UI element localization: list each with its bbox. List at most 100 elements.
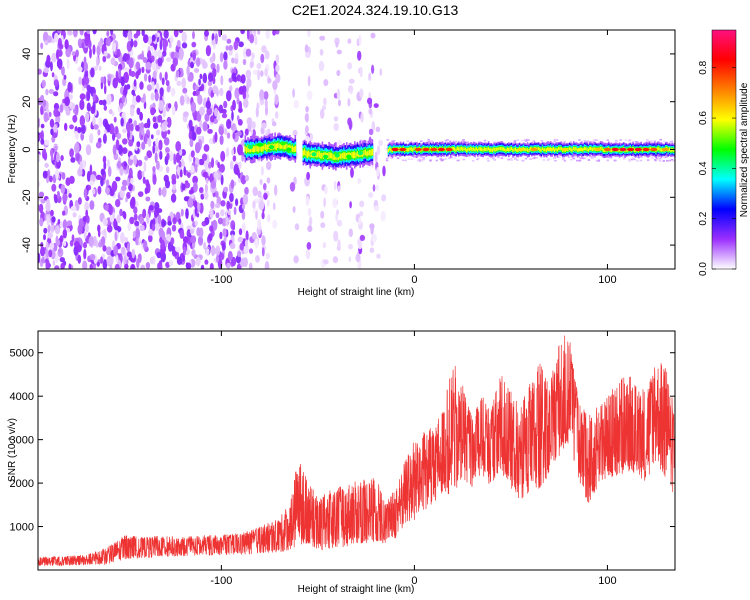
spectrogram-cell: [252, 200, 256, 209]
spectrogram-cell: [259, 179, 263, 185]
spectrogram-cell: [129, 216, 135, 225]
spectrogram-cell: [429, 159, 432, 162]
spectrogram-cell: [553, 157, 556, 159]
spectrogram-cell: [381, 194, 387, 202]
spectrogram-cell: [189, 228, 195, 235]
spectrogram-y-axis-label: Frequency (Hz): [7, 115, 18, 184]
spectrogram-cell: [159, 39, 163, 51]
spectrogram-ridge-cell: [593, 147, 595, 151]
spectrogram-cell: [75, 49, 79, 58]
spectrogram-cell: [190, 150, 195, 158]
spectrogram-cell: [195, 256, 201, 267]
spectrogram-cell: [46, 216, 50, 226]
spectrogram-cell: [181, 183, 186, 191]
spectrogram-cell: [320, 108, 325, 120]
spectrogram-cell: [186, 65, 190, 77]
spectrogram-cell: [151, 62, 157, 71]
spectrogram-ridge-cell: [370, 149, 372, 156]
spectrogram-cell: [249, 33, 255, 44]
spectrogram-cell: [231, 148, 234, 156]
spectrogram-cell: [64, 39, 69, 50]
spectrogram-ridge-cell: [590, 146, 593, 151]
spectrogram-cell: [418, 160, 421, 162]
spectrogram-cell: [203, 241, 207, 250]
spectrogram-cell: [453, 140, 456, 142]
spectrogram-cell: [71, 51, 76, 56]
spectrogram-cell: [168, 260, 173, 267]
spectrogram-cell: [92, 116, 96, 127]
spectrogram-cell: [210, 115, 215, 123]
spectrogram-ridge-cell: [343, 152, 345, 159]
spectrogram-cell: [230, 179, 235, 189]
spectrogram-cell: [130, 38, 134, 48]
spectrogram-cell: [211, 221, 214, 227]
spectrogram-ridge-peak: [661, 147, 669, 152]
spectrogram-cell: [201, 153, 208, 161]
spectrogram-cell: [444, 158, 447, 160]
spectrogram-ridge-cell: [570, 147, 572, 152]
spectrogram-cell: [179, 149, 183, 156]
spectrogram-cell: [217, 161, 221, 169]
spectrogram-ridge-peak: [437, 147, 445, 152]
spectrogram-cell: [318, 60, 325, 72]
spectrogram-cell: [158, 100, 164, 112]
spectrogram-ridge-cell: [560, 147, 563, 151]
spectrogram-cell: [225, 217, 229, 227]
spectrogram-cell: [152, 70, 157, 79]
spectrogram-cell: [182, 87, 188, 94]
spectrogram-ridge-cell: [258, 145, 260, 153]
spectrogram-cell: [102, 55, 107, 63]
spectrogram-cell: [196, 227, 201, 237]
spectrogram-cell: [216, 63, 220, 73]
spectrogram-cell: [385, 148, 389, 150]
spectrogram-cell: [227, 210, 231, 216]
spectrogram-cell: [92, 92, 96, 102]
spectrogram-cell: [129, 198, 136, 210]
spectrogram-cell: [179, 230, 185, 239]
spectrogram-ridge-cell: [543, 148, 545, 152]
spectrogram-cell: [146, 150, 152, 159]
spectrogram-cell: [157, 49, 162, 59]
spectrogram-cell: [173, 30, 179, 38]
spectrogram-cell: [156, 160, 160, 170]
spectrogram-cell: [102, 259, 108, 269]
spectrogram-ridge-cell: [459, 147, 461, 151]
spectrogram-cell: [54, 265, 60, 269]
spectrogram-cell: [83, 188, 88, 199]
spectrogram-cell: [198, 78, 201, 86]
spectrogram-cell: [86, 30, 91, 35]
spectrogram-cell: [275, 73, 281, 84]
spectrogram-ridge-peak: [357, 151, 363, 156]
spectrogram-cell: [65, 177, 71, 186]
spectrogram-cell: [622, 156, 625, 158]
spectrogram-cell: [252, 186, 258, 197]
spectrogram-cell: [112, 144, 117, 156]
spectrogram-cell: [591, 157, 594, 159]
spectrogram-cell: [51, 183, 57, 192]
spectrogram-cell: [476, 158, 479, 161]
spectrogram-cell: [151, 223, 156, 232]
spectrogram-cell: [90, 67, 95, 78]
spectrogram-cell: [84, 201, 89, 212]
colorbar-frame: [711, 29, 737, 270]
spectrogram-cell: [264, 261, 270, 269]
spectrogram-cell: [350, 167, 354, 179]
spectrogram-ridge-cell: [575, 147, 578, 151]
spectrogram-cell: [159, 236, 163, 244]
spectrogram-cell: [562, 158, 565, 160]
spectrogram-cell: [69, 124, 74, 130]
spectrogram-cell: [145, 196, 151, 202]
spectrogram-cell: [263, 183, 267, 191]
spectrogram-cell: [554, 159, 557, 162]
spectrogram-ridge-cell: [510, 147, 513, 151]
spectrogram-ridge-peak: [399, 147, 407, 152]
spectrogram-cell: [61, 172, 66, 180]
spectrogram-cell: [462, 139, 465, 141]
spectrogram-ridge-cell: [460, 146, 463, 151]
spectrogram-cell: [211, 246, 217, 256]
spectrogram-cell: [119, 165, 124, 176]
spectrogram-cell: [199, 187, 204, 194]
spectrogram-cell: [143, 122, 149, 129]
spectrogram-ridge-cell: [558, 147, 560, 151]
spectrogram-cell: [79, 30, 84, 36]
